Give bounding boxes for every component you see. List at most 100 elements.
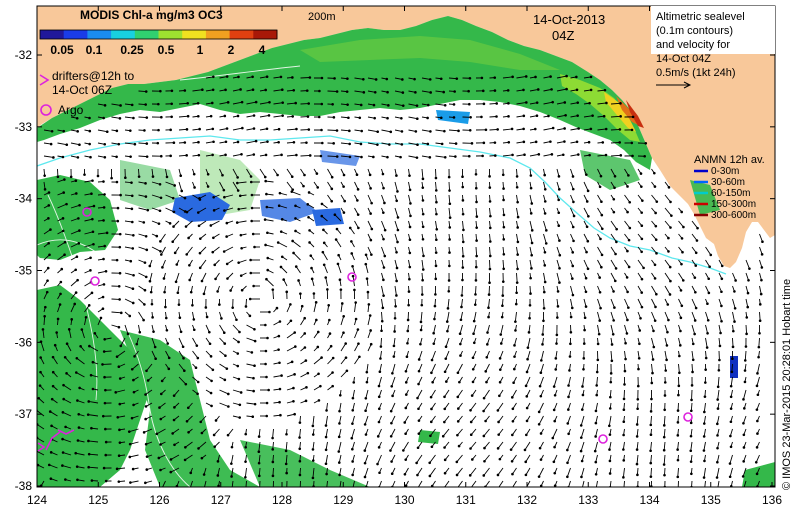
velocity-arrow-head xyxy=(396,216,400,219)
velocity-arrow-head xyxy=(495,115,498,118)
velocity-arrow-head xyxy=(265,127,269,131)
velocity-arrow-head xyxy=(357,342,360,345)
y-tick-label: -36 xyxy=(15,335,33,349)
velocity-arrow xyxy=(84,218,93,222)
velocity-arrow xyxy=(192,350,199,359)
velocity-arrow-head xyxy=(324,424,328,427)
velocity-arrow-head xyxy=(214,419,218,422)
velocity-arrow-head xyxy=(421,268,425,271)
scale-arrow-icon xyxy=(656,81,692,89)
velocity-arrow-head xyxy=(350,240,353,243)
anmn-legend: ANMN 12h av. 0-30m30-60m60-150m150-300m3… xyxy=(694,154,765,221)
velocity-arrow-head xyxy=(755,408,759,411)
velocity-arrow-head xyxy=(552,460,556,464)
velocity-arrow-head xyxy=(240,246,243,250)
velocity-arrow-head xyxy=(183,89,187,92)
velocity-arrow-head xyxy=(346,77,349,80)
velocity-arrow-head xyxy=(171,196,175,200)
velocity-arrow-head xyxy=(210,101,214,105)
velocity-arrow-head xyxy=(305,141,308,144)
velocity-arrow-head xyxy=(439,116,443,120)
velocity-arrow-head xyxy=(487,306,490,310)
velocity-arrow xyxy=(717,389,720,400)
velocity-arrow-head xyxy=(588,101,591,105)
velocity-arrow xyxy=(354,329,359,339)
velocity-arrow xyxy=(624,324,628,334)
velocity-arrow-head xyxy=(155,234,159,238)
velocity-arrow-head xyxy=(452,103,456,106)
velocity-arrow-head xyxy=(176,291,180,295)
velocity-arrow xyxy=(421,155,430,158)
velocity-arrow-head xyxy=(408,251,412,255)
velocity-arrow xyxy=(556,272,560,283)
velocity-arrow-head xyxy=(79,344,82,348)
velocity-arrow-head xyxy=(475,254,478,258)
velocity-arrow-head xyxy=(292,400,295,403)
velocity-arrow-head xyxy=(159,253,163,256)
velocity-arrow-head xyxy=(342,315,345,318)
velocity-arrow-head xyxy=(337,435,341,439)
velocity-arrow xyxy=(489,246,491,257)
velocity-arrow xyxy=(610,350,613,361)
velocity-arrow-head xyxy=(475,239,478,242)
velocity-arrow-head xyxy=(102,116,105,120)
velocity-arrow-head xyxy=(304,399,308,403)
velocity-arrow-head xyxy=(553,419,557,423)
velocity-arrow-head xyxy=(383,228,387,232)
velocity-arrow xyxy=(729,454,733,464)
velocity-arrow-head xyxy=(105,231,109,235)
velocity-arrow xyxy=(323,264,328,274)
y-tick-label: -34 xyxy=(15,192,33,206)
velocity-arrow-head xyxy=(513,367,516,371)
velocity-arrow xyxy=(325,415,328,426)
velocity-arrow-head xyxy=(756,393,760,397)
velocity-arrow xyxy=(757,363,760,374)
velocity-arrow-head xyxy=(612,319,615,322)
velocity-arrow-head xyxy=(76,439,80,442)
velocity-arrow xyxy=(390,402,396,412)
velocity-arrow-head xyxy=(651,371,654,375)
colorbar-swatch xyxy=(158,30,183,39)
velocity-arrow-head xyxy=(377,384,381,388)
velocity-arrow-head xyxy=(553,484,557,487)
velocity-arrow-head xyxy=(76,478,79,482)
velocity-arrow-head xyxy=(145,455,149,458)
velocity-arrow-head xyxy=(91,360,95,364)
velocity-arrow-head xyxy=(240,100,244,104)
velocity-arrow-head xyxy=(324,276,328,279)
argo-floats xyxy=(82,207,693,444)
velocity-arrow-head xyxy=(426,142,430,146)
velocity-arrow-head xyxy=(158,209,162,213)
velocity-arrow xyxy=(170,454,180,460)
velocity-arrow xyxy=(49,464,58,469)
velocity-arrow-head xyxy=(415,104,419,107)
velocity-arrow-head xyxy=(511,407,515,411)
velocity-arrow-head xyxy=(78,386,81,390)
velocity-arrow-head xyxy=(237,207,241,211)
velocity-arrow-head xyxy=(231,306,234,309)
velocity-arrow-head xyxy=(73,302,77,306)
velocity-arrow-head xyxy=(622,408,626,412)
velocity-arrow-head xyxy=(311,424,315,428)
velocity-arrow xyxy=(556,101,565,105)
velocity-arrow xyxy=(138,142,147,145)
velocity-arrow xyxy=(456,454,463,463)
velocity-arrow xyxy=(162,480,166,487)
velocity-arrow-head xyxy=(434,176,438,180)
velocity-arrow-head xyxy=(638,342,641,346)
velocity-arrow xyxy=(89,453,99,456)
velocity-arrow-head xyxy=(305,89,309,92)
velocity-arrow xyxy=(445,350,450,359)
velocity-arrow xyxy=(526,480,531,487)
velocity-arrow-head xyxy=(299,292,302,295)
velocity-arrow xyxy=(408,181,411,190)
velocity-arrow-head xyxy=(128,455,132,459)
velocity-arrow-head xyxy=(487,293,491,296)
velocity-arrow-head xyxy=(496,128,499,131)
velocity-arrow-head xyxy=(325,409,328,412)
velocity-arrow-head xyxy=(421,199,425,202)
velocity-arrow xyxy=(62,438,72,443)
velocity-arrow-head xyxy=(330,175,334,179)
velocity-arrow-head xyxy=(453,90,456,93)
velocity-arrow-head xyxy=(130,103,134,107)
